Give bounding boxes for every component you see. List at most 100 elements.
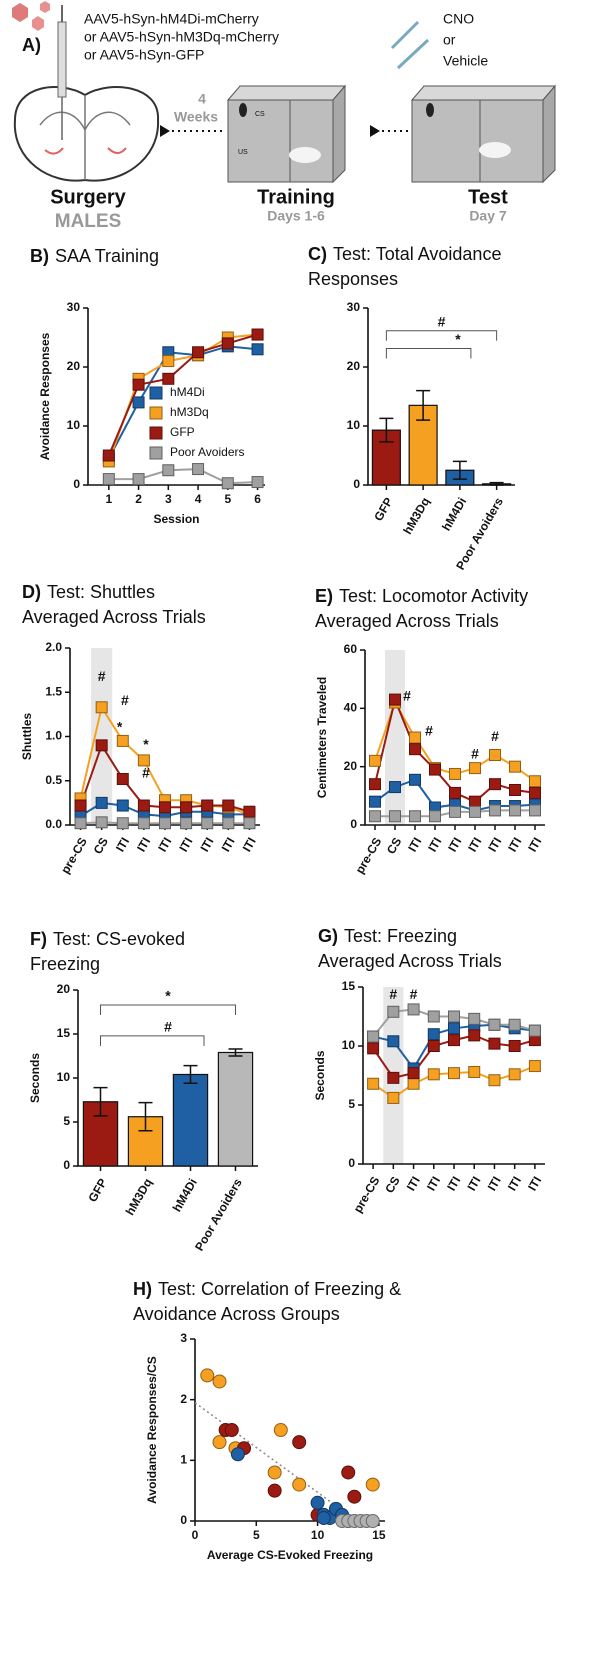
x-tick-label: CS: [384, 835, 404, 856]
x-tick-label: ITI: [505, 1174, 524, 1193]
point: [273, 1423, 288, 1437]
arrow-head: [370, 125, 380, 137]
y-tick-label: 0: [180, 1513, 187, 1527]
x-tick-label: ITI: [485, 835, 504, 854]
y-tick-label: 1: [180, 1453, 187, 1467]
chart-title: H) Test: Correlation of Freezing &: [133, 1279, 401, 1299]
marker: [74, 799, 87, 812]
x-tick-label: ITI: [464, 1174, 483, 1193]
marker: [427, 1028, 440, 1041]
marker: [367, 1042, 380, 1055]
x-tick-label: 6: [254, 492, 261, 506]
marker: [251, 476, 264, 489]
marker: [137, 817, 150, 830]
point: [212, 1374, 227, 1389]
error-bar: [93, 1086, 108, 1117]
x-tick-label: hM4Di: [170, 1176, 200, 1214]
marker: [132, 473, 145, 486]
chart-panel: F) Test: CS-evoked Freezing 0 5 10 15 20 Seconds…: [28, 929, 258, 1254]
chart-panel: C) Test: Total Avoidance Responses 0 10 20 30 G…: [308, 244, 515, 572]
y-tick-label: 10: [347, 418, 361, 432]
x-tick-label: GFP: [371, 495, 395, 523]
panel-label: H): [133, 1279, 152, 1299]
marker: [407, 1077, 420, 1090]
drug-syringes: [390, 20, 430, 70]
annotation: #: [425, 722, 433, 738]
y-tick-label: 5: [348, 1097, 355, 1111]
x-tick-label: ITI: [485, 1174, 504, 1193]
shuttle-box: [410, 84, 557, 184]
x-tick-label: pre-CS: [58, 835, 90, 876]
virus-line: or AAV5-hSyn-hM3Dq-mCherry: [84, 29, 279, 45]
marker: [468, 1012, 481, 1025]
marker: [407, 1003, 420, 1016]
legend-label: hM3Dq: [170, 405, 209, 419]
chart-panel: G) Test: Freezing Averaged Across Trials 0 5…: [313, 926, 545, 1215]
marker: [468, 1029, 481, 1042]
panel-label: C): [308, 244, 327, 264]
point: [212, 1435, 227, 1450]
marker: [449, 767, 461, 780]
point: [316, 1510, 331, 1525]
point: [365, 1514, 380, 1528]
bracket: [385, 347, 472, 359]
marker: [387, 1091, 400, 1104]
error-bar: [489, 481, 504, 486]
x-tick-label: 0: [192, 1528, 199, 1542]
series-line: [108, 468, 258, 485]
legend-label: Poor Avoiders: [170, 445, 245, 459]
marker: [488, 1074, 501, 1087]
title-line: Test: Freezing: [344, 926, 457, 946]
error-bar: [379, 417, 394, 443]
marker: [409, 731, 421, 744]
x-tick-label: Poor Avoiders: [192, 1176, 245, 1254]
panel-label: D): [22, 582, 41, 602]
panel-label: G): [318, 926, 338, 946]
x-tick-label: 10: [311, 1528, 325, 1542]
stage-title: Training: [257, 186, 335, 208]
marker: [95, 739, 108, 752]
drug-line: or: [443, 32, 456, 48]
marker: [448, 1034, 460, 1047]
bar: [172, 1073, 209, 1167]
marker: [221, 477, 234, 490]
title-line: Freezing: [30, 954, 100, 974]
marker: [448, 1010, 460, 1023]
legend-swatch: [149, 406, 163, 420]
marker: [448, 1022, 460, 1035]
annotation: *: [117, 718, 123, 734]
chart-title: E) Test: Locomotor Activity: [315, 586, 528, 606]
error-bar: [183, 1064, 198, 1085]
marker: [201, 799, 214, 812]
marker: [407, 1067, 420, 1080]
bracket: [100, 1035, 205, 1046]
chart-title: B) SAA Training: [30, 246, 159, 266]
y-tick-label: 20: [67, 359, 81, 373]
y-tick-label: 1.0: [45, 729, 62, 743]
marker: [116, 817, 129, 830]
legend-label: hM4Di: [170, 385, 205, 399]
marker: [162, 355, 175, 368]
marker: [369, 778, 381, 791]
y-axis-label: Seconds: [28, 1053, 42, 1103]
marker: [427, 1010, 440, 1023]
title-line: Test: Correlation of Freezing &: [158, 1279, 401, 1299]
error-bar: [138, 1101, 153, 1132]
x-tick-label: 3: [165, 492, 172, 506]
y-tick-label: 0: [73, 477, 80, 491]
x-tick-label: ITI: [444, 1174, 463, 1193]
marker: [162, 372, 175, 385]
marker: [509, 760, 521, 773]
legend-swatch: [149, 446, 163, 460]
marker: [192, 463, 205, 476]
marker: [409, 810, 421, 823]
cs-label: CS: [255, 111, 265, 118]
chart-panel: H) Test: Correlation of Freezing & Avoidan…: [133, 1279, 401, 1562]
marker: [132, 378, 145, 391]
y-tick-label: 0: [350, 817, 357, 831]
marker: [222, 817, 235, 830]
x-tick-label: ITI: [445, 835, 464, 854]
annotation: #: [438, 313, 446, 329]
x-tick-label: hM3Dq: [123, 1176, 155, 1218]
y-axis-label: Avoidance Responses/CS: [145, 1356, 159, 1504]
